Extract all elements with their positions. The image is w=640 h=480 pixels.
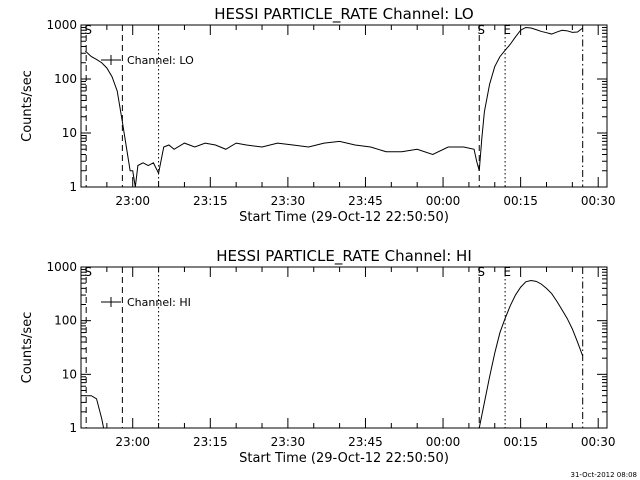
series-line xyxy=(85,279,584,428)
y-tick-label: 1 xyxy=(69,421,77,435)
x-tick-label: 23:00 xyxy=(115,194,150,208)
x-axis-label: Start Time (29-Oct-12 22:50:50) xyxy=(239,210,449,225)
x-tick-label: 23:45 xyxy=(348,435,383,449)
marker-label: S xyxy=(477,265,485,279)
y-axis-label: Counts/sec xyxy=(20,70,35,142)
x-tick-label: 23:30 xyxy=(271,435,306,449)
x-tick-label: 23:15 xyxy=(193,435,228,449)
chart-lo: HESSI PARTICLE_RATE Channel: LO Start Ti… xyxy=(20,5,616,225)
marker-label: E xyxy=(503,23,511,37)
marker-label: S xyxy=(477,23,485,37)
timestamp: 31-Oct-2012 08:08 xyxy=(571,471,637,479)
x-tick-label: 00:15 xyxy=(503,194,538,208)
x-axis-label: Start Time (29-Oct-12 22:50:50) xyxy=(239,451,449,466)
series-line xyxy=(84,26,583,187)
x-tick-label: 23:00 xyxy=(115,435,150,449)
x-tick-label: 23:45 xyxy=(348,194,383,208)
plot-frame xyxy=(80,266,608,429)
x-tick-label: 00:30 xyxy=(581,435,616,449)
legend-label: Channel: HI xyxy=(127,296,191,309)
x-tick-label: 00:15 xyxy=(503,435,538,449)
marker-label: S xyxy=(84,265,92,279)
chart-hi: HESSI PARTICLE_RATE Channel: HI Start Ti… xyxy=(20,247,616,466)
y-axis-label: Counts/sec xyxy=(20,312,35,384)
legend-label: Channel: LO xyxy=(127,54,194,67)
x-tick-label: 00:00 xyxy=(426,435,461,449)
plot-frame xyxy=(80,24,608,188)
x-tick-label: 00:00 xyxy=(426,194,461,208)
x-tick-label: 23:30 xyxy=(271,194,306,208)
marker-label: S xyxy=(84,23,92,37)
chart-title: HESSI PARTICLE_RATE Channel: LO xyxy=(214,5,473,24)
y-tick-label: 1000 xyxy=(46,260,77,274)
x-tick-label: 23:15 xyxy=(193,194,228,208)
y-tick-label: 100 xyxy=(54,314,77,328)
y-tick-label: 10 xyxy=(62,367,77,381)
y-tick-label: 1 xyxy=(69,180,77,194)
y-tick-label: 100 xyxy=(54,72,77,86)
y-tick-label: 10 xyxy=(62,126,77,140)
y-tick-label: 1000 xyxy=(46,18,77,32)
marker-label: E xyxy=(503,265,511,279)
x-tick-label: 00:30 xyxy=(581,194,616,208)
chart-title: HESSI PARTICLE_RATE Channel: HI xyxy=(216,247,472,266)
